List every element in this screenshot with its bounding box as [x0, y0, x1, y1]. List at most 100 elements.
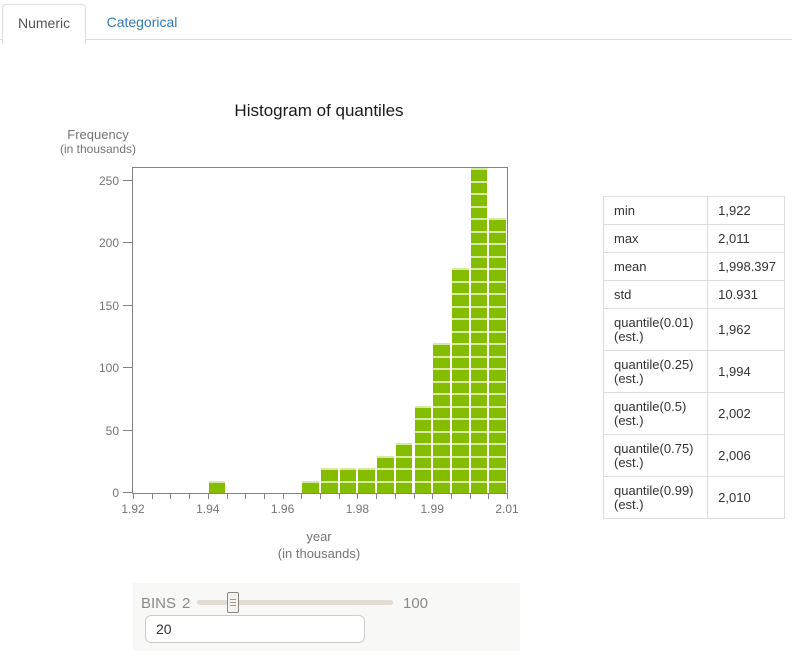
- histogram-block: [451, 393, 469, 406]
- histogram-block: [470, 405, 488, 418]
- x-tick-mark: [170, 493, 172, 499]
- histogram-bar: [414, 168, 433, 493]
- x-tick-mark: [357, 493, 359, 499]
- stat-label: quantile(0.99) (est.): [602, 476, 709, 519]
- bins-slider-track[interactable]: [197, 592, 393, 613]
- y-tick-mark: [123, 304, 132, 306]
- tab-numeric[interactable]: Numeric: [2, 4, 87, 44]
- y-tick-mark: [123, 492, 132, 493]
- histogram-bar: [357, 168, 376, 493]
- histogram-bar: [395, 168, 414, 493]
- stat-value: 1,994: [707, 350, 785, 393]
- histogram-block: [433, 368, 450, 381]
- histogram-block: [489, 305, 506, 318]
- histogram-block: [377, 468, 394, 481]
- bins-label: BINS: [141, 595, 177, 612]
- histogram-block: [489, 343, 506, 356]
- histogram-block: [414, 443, 432, 456]
- x-tick-mark: [151, 493, 153, 499]
- histogram-block: [470, 205, 488, 218]
- bins-slider-handle[interactable]: [227, 592, 240, 613]
- x-axis-title: year (in thousands): [132, 529, 506, 561]
- histogram-block: [358, 480, 376, 493]
- histogram-block: [377, 480, 394, 493]
- histogram-block: [414, 468, 432, 481]
- histogram-block: [470, 480, 488, 493]
- histogram-block: [358, 468, 376, 481]
- stat-label: quantile(0.25) (est.): [602, 350, 709, 393]
- histogram-block: [489, 318, 506, 331]
- histogram-block: [489, 330, 506, 343]
- histogram-bar: [189, 168, 208, 493]
- histogram-block: [451, 418, 469, 431]
- histogram-bar: [245, 168, 264, 493]
- stats-table-row: max 2,011: [602, 224, 785, 253]
- stats-table-row: quantile(0.5) (est.) 2,002: [602, 392, 785, 435]
- stat-value: 2,011: [707, 224, 785, 253]
- histogram-block: [433, 393, 450, 406]
- histogram-bar: [451, 168, 470, 493]
- histogram-block: [470, 243, 488, 256]
- histogram-block: [470, 193, 488, 206]
- x-tick-mark: [320, 493, 321, 499]
- y-axis-title-line2: (in thousands): [59, 142, 137, 156]
- x-tick-label: 1.96: [270, 502, 295, 516]
- x-axis-title-line1: year: [306, 529, 332, 544]
- histogram-block: [395, 455, 413, 468]
- x-tick-mark: [394, 493, 396, 499]
- histogram-block: [470, 330, 488, 343]
- x-tick-mark: [282, 493, 284, 499]
- bins-control-panel: BINS 2 100: [133, 583, 520, 651]
- histogram-block: [470, 255, 488, 268]
- histogram-block: [489, 255, 506, 268]
- y-axis-title: Frequency (in thousands): [52, 127, 144, 156]
- histogram-block: [414, 480, 432, 493]
- histogram-block: [433, 343, 450, 356]
- stat-value: 1,998.397: [707, 252, 785, 281]
- x-tick-mark: [189, 493, 191, 499]
- x-tick-mark: [338, 493, 340, 499]
- stats-table-row: quantile(0.01) (est.) 1,962: [602, 308, 785, 351]
- histogram-block: [489, 468, 506, 481]
- histogram-block: [451, 468, 469, 481]
- bins-value-input[interactable]: [145, 615, 365, 643]
- stat-label: mean: [602, 252, 709, 281]
- stats-table-row: quantile(0.99) (est.) 2,010: [602, 476, 785, 519]
- x-tick-mark: [245, 493, 247, 499]
- histogram-block: [451, 305, 469, 318]
- x-tick-mark: [469, 493, 471, 499]
- histogram-block: [470, 468, 488, 481]
- y-tick-mark: [123, 242, 132, 243]
- y-tick-label: 150: [98, 298, 119, 313]
- x-axis-title-line2: (in thousands): [277, 546, 361, 561]
- histogram-block: [489, 443, 506, 456]
- histogram-block: [395, 443, 413, 456]
- histogram-block: [451, 405, 469, 418]
- histogram-block: [470, 168, 488, 181]
- histogram-bar: [227, 168, 246, 493]
- stats-table-row: min 1,922: [602, 196, 785, 225]
- stat-value: 1,922: [707, 196, 785, 225]
- histogram-block: [451, 368, 469, 381]
- x-tick-mark: [133, 493, 134, 499]
- x-tick-label: 2.01: [495, 502, 519, 516]
- histogram-block: [339, 468, 357, 481]
- histogram-bar: [283, 168, 302, 493]
- histogram-bar: [376, 168, 395, 493]
- stat-value: 1,962: [707, 308, 785, 351]
- x-tick-label: 1.94: [196, 502, 220, 516]
- histogram-block: [339, 480, 357, 493]
- tab-categorical[interactable]: Categorical: [106, 14, 178, 30]
- histogram-bar: [488, 168, 507, 493]
- histogram-block: [302, 480, 319, 493]
- histogram-block: [208, 480, 226, 493]
- histogram-block: [489, 368, 506, 381]
- histogram-bar: [208, 168, 227, 493]
- histogram-block: [489, 355, 506, 368]
- x-tick-mark: [507, 493, 508, 499]
- histogram-block: [489, 293, 506, 306]
- chart-title: Histogram of quantiles: [234, 101, 404, 120]
- histogram-block: [489, 405, 506, 418]
- histogram-block: [489, 243, 506, 256]
- histogram-block: [470, 455, 488, 468]
